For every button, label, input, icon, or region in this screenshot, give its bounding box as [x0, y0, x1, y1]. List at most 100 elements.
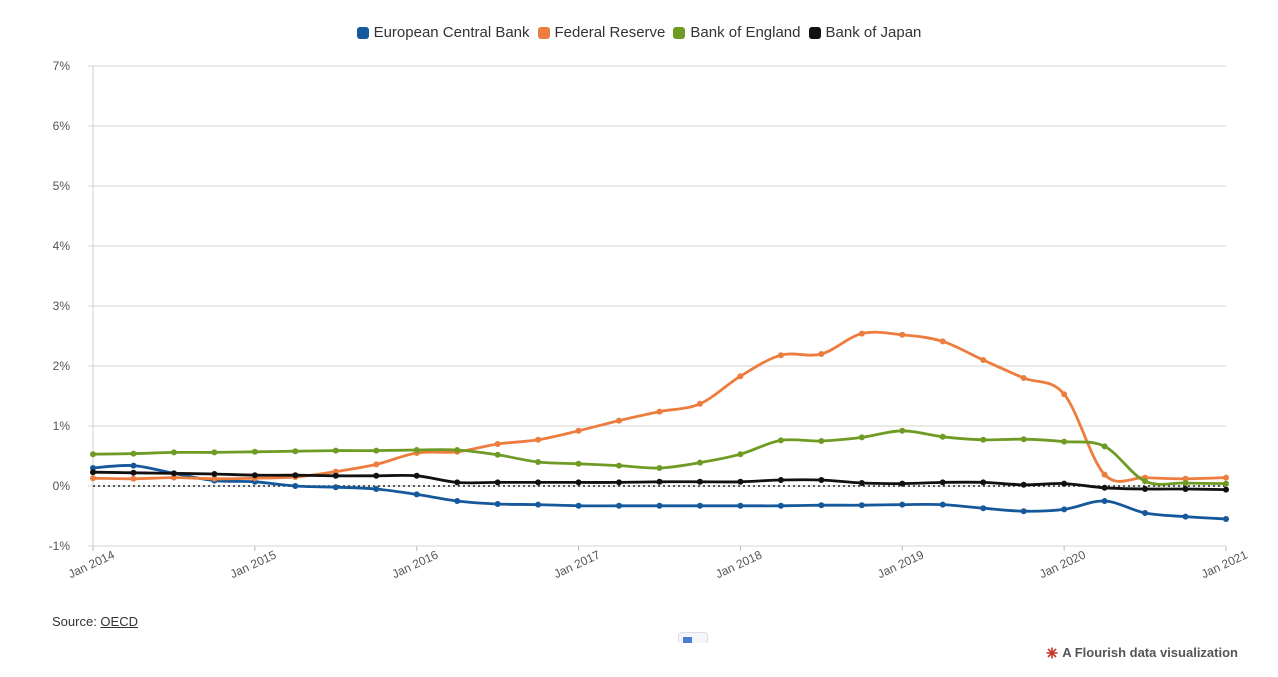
legend-label: European Central Bank [373, 24, 530, 41]
data-point [575, 479, 582, 486]
chart-legend: European Central Bank Federal Reserve Bank… [0, 24, 1278, 41]
data-point [939, 501, 946, 508]
data-point [332, 484, 339, 491]
x-tick-label: Jan 2015 [228, 547, 279, 581]
data-point [454, 479, 461, 486]
y-tick-label: 5% [53, 179, 71, 193]
data-point [1020, 375, 1027, 381]
embed-tab-icon[interactable] [678, 632, 708, 643]
data-point [1061, 391, 1068, 398]
source-note: Source: OECD [52, 614, 138, 629]
flourish-logo-icon [1046, 647, 1058, 658]
data-point [130, 475, 137, 482]
data-point [1020, 436, 1027, 443]
data-point [1101, 471, 1108, 478]
data-point [1182, 480, 1189, 486]
series-bank-of-japan [90, 469, 1229, 493]
data-point [494, 451, 501, 458]
data-point [1182, 475, 1189, 482]
data-point [1223, 486, 1229, 493]
data-point [1101, 443, 1108, 450]
data-point [1182, 486, 1189, 492]
data-point [292, 448, 299, 455]
y-tick-label: 6% [53, 119, 71, 133]
data-point [1142, 510, 1149, 516]
flourish-branding[interactable]: A Flourish data visualization [1046, 645, 1238, 660]
data-point [535, 436, 542, 443]
data-point [939, 433, 946, 440]
data-point [373, 461, 380, 468]
data-point [1223, 516, 1229, 522]
data-point [494, 501, 501, 507]
data-point [373, 447, 380, 454]
x-tick-label: Jan 2014 [66, 547, 117, 581]
data-point [980, 479, 987, 486]
legend-item[interactable]: Bank of Japan [808, 24, 921, 41]
legend-item[interactable]: Bank of England [673, 24, 801, 41]
data-point [616, 462, 623, 469]
data-point [656, 502, 663, 509]
data-point [980, 357, 987, 363]
data-point [818, 351, 825, 357]
data-point [899, 427, 906, 434]
data-point [616, 479, 623, 486]
data-point [1061, 438, 1068, 445]
data-point [1020, 508, 1027, 515]
data-point [656, 478, 663, 485]
data-point [818, 477, 825, 483]
legend-label: Federal Reserve [554, 24, 666, 41]
legend-swatch [673, 26, 686, 39]
source-link[interactable]: OECD [100, 614, 138, 629]
data-point [130, 462, 137, 469]
data-point [211, 475, 218, 482]
legend-label: Bank of England [690, 24, 801, 41]
data-point [575, 427, 582, 434]
legend-swatch [537, 26, 550, 39]
data-point [656, 408, 663, 415]
data-point [494, 479, 501, 486]
data-point [332, 468, 339, 475]
data-point [980, 436, 987, 443]
data-point [535, 501, 542, 508]
y-tick-label: 3% [53, 299, 71, 313]
legend-item[interactable]: Federal Reserve [537, 24, 666, 41]
data-point [292, 472, 299, 479]
data-point [858, 502, 865, 509]
data-point [1142, 486, 1149, 492]
x-tick-label: Jan 2017 [552, 547, 603, 581]
line-chart: -1% 0% 1% 2% 3% 4% 5% 6% 7% Jan 2014 Jan 2015 Jan 2… [49, 59, 1250, 581]
data-point [170, 449, 177, 456]
data-point [1101, 498, 1108, 504]
data-point [130, 450, 137, 457]
data-point [737, 373, 744, 380]
data-point [575, 502, 582, 509]
data-point [454, 498, 461, 504]
y-tick-label: 7% [53, 59, 71, 73]
data-point [413, 472, 420, 479]
series-line [92, 330, 1227, 483]
data-point [737, 451, 744, 458]
data-point [535, 459, 542, 465]
data-point [535, 479, 542, 486]
data-point [130, 469, 137, 476]
x-tick-label: Jan 2018 [713, 547, 764, 581]
data-point [413, 447, 420, 453]
data-point [170, 474, 177, 481]
y-tick-label: 0% [53, 479, 71, 493]
data-point [696, 478, 703, 485]
x-tick-label: Jan 2016 [390, 547, 441, 581]
data-point [696, 459, 703, 466]
data-point [777, 352, 784, 359]
x-tick-label: Jan 2021 [1199, 547, 1250, 581]
data-point [332, 447, 339, 454]
data-point [737, 502, 744, 509]
data-point [1061, 506, 1068, 513]
flourish-label: A Flourish data visualization [1062, 645, 1238, 660]
data-point [858, 480, 865, 486]
legend-item[interactable]: European Central Bank [356, 24, 530, 41]
data-point [696, 400, 703, 407]
source-label: Source: [52, 614, 101, 629]
data-point [1182, 513, 1189, 520]
data-point [454, 447, 461, 453]
data-point [90, 451, 96, 458]
